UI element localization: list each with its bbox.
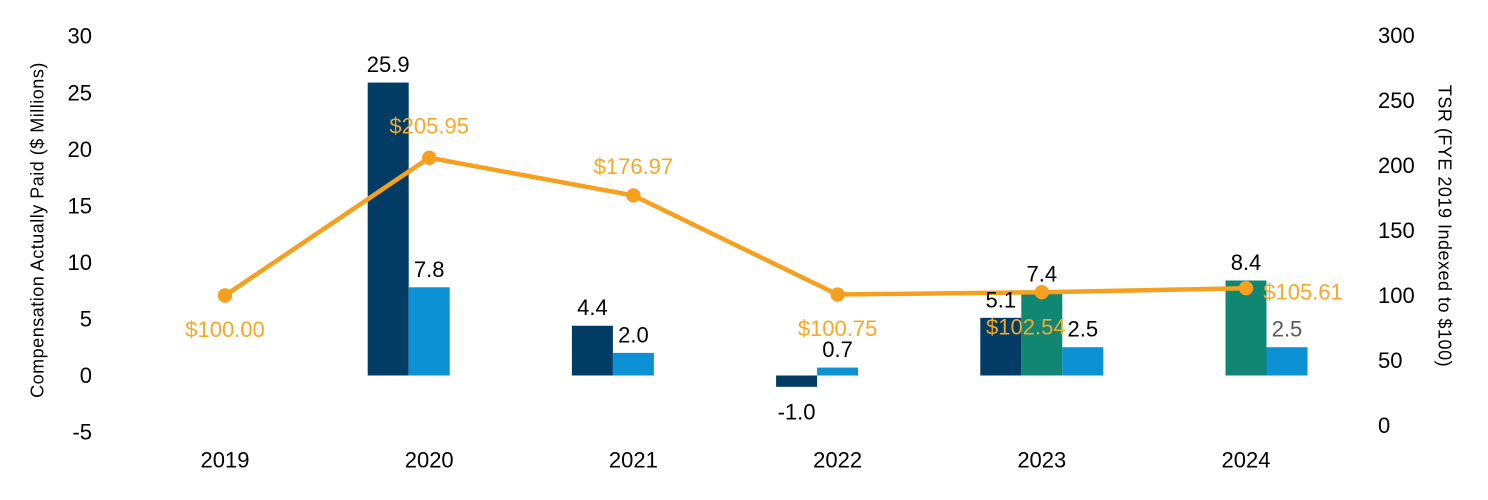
x-axis-label-2023: 2023	[1017, 448, 1066, 473]
tsr-label-2024: $105.61	[1263, 280, 1343, 305]
left-axis-tick-5: 5	[80, 306, 92, 331]
left-axis-tick--5: -5	[72, 420, 92, 445]
bar-2022-blue	[817, 367, 859, 376]
left-axis-tick-15: 15	[68, 193, 92, 218]
bar-label-2024-teal: 8.4	[1231, 250, 1262, 275]
right-axis-tick-100: 100	[1378, 283, 1415, 308]
bar-2021-navy	[571, 325, 613, 376]
tsr-label-2023: $102.54	[986, 315, 1066, 340]
tsr-marker-2020	[422, 150, 437, 165]
tsr-marker-2019	[217, 288, 233, 303]
left-axis-title: Compensation Actually Paid ($ Millions)	[27, 62, 48, 398]
bar-2022-navy	[776, 375, 818, 387]
right-axis-tick-50: 50	[1378, 348, 1402, 373]
bar-label-2023-navy: 5.1	[986, 287, 1017, 312]
bar-label-2020-navy: 25.9	[367, 52, 410, 77]
bar-label-2023-blue: 2.5	[1068, 317, 1099, 342]
bar-label-2021-blue: 2.0	[618, 322, 649, 347]
bar-2023-blue	[1062, 347, 1104, 376]
tsr-label-2019: $100.00	[185, 317, 265, 342]
x-axis-label-2024: 2024	[1222, 448, 1271, 473]
x-axis-label-2022: 2022	[813, 448, 862, 473]
bar-label-2021-navy: 4.4	[577, 295, 608, 320]
bar-label-2022-navy: -1.0	[778, 399, 816, 424]
right-axis-tick-0: 0	[1378, 413, 1390, 438]
bar-label-2022-blue: 0.7	[822, 337, 853, 362]
tsr-marker-2022	[830, 287, 845, 302]
tsr-label-2021: $176.97	[594, 154, 674, 179]
bar-label-2023-teal: 7.4	[1027, 261, 1058, 286]
bar-2020-navy	[367, 82, 409, 376]
left-axis-tick-25: 25	[68, 80, 92, 105]
tsr-marker-2024	[1238, 281, 1254, 296]
tsr-marker-2021	[626, 188, 641, 203]
tsr-marker-2023	[1034, 284, 1050, 300]
tsr-line	[222, 155, 1249, 298]
bar-2023-teal	[1021, 291, 1063, 376]
right-axis-tick-300: 300	[1378, 23, 1415, 48]
tsr-label-2022: $100.75	[798, 316, 878, 341]
bar-2023-navy	[980, 317, 1022, 376]
x-axis-label-2021: 2021	[609, 448, 658, 473]
bar-label-2024-blue: 2.5	[1272, 317, 1303, 342]
bar-2024-teal	[1225, 280, 1267, 376]
x-axis-label-2019: 2019	[201, 448, 250, 473]
bar-2020-blue	[408, 287, 450, 376]
bar-label-2020-blue: 7.8	[414, 257, 445, 282]
left-axis-tick-20: 20	[68, 137, 92, 162]
right-axis-tick-250: 250	[1378, 88, 1415, 113]
left-axis-tick-30: 30	[68, 24, 92, 49]
x-axis-label-2020: 2020	[405, 448, 454, 473]
left-axis-tick-0: 0	[80, 363, 92, 388]
bar-2021-blue	[612, 352, 654, 376]
bar-2024-blue	[1266, 347, 1308, 376]
tsr-label-2020: $205.95	[389, 113, 469, 138]
right-axis-title: TSR (FYE 2019 Indexed to $100)	[1434, 84, 1455, 368]
left-axis-tick-10: 10	[68, 250, 92, 275]
right-axis-tick-200: 200	[1378, 153, 1415, 178]
right-axis-tick-150: 150	[1378, 218, 1415, 243]
